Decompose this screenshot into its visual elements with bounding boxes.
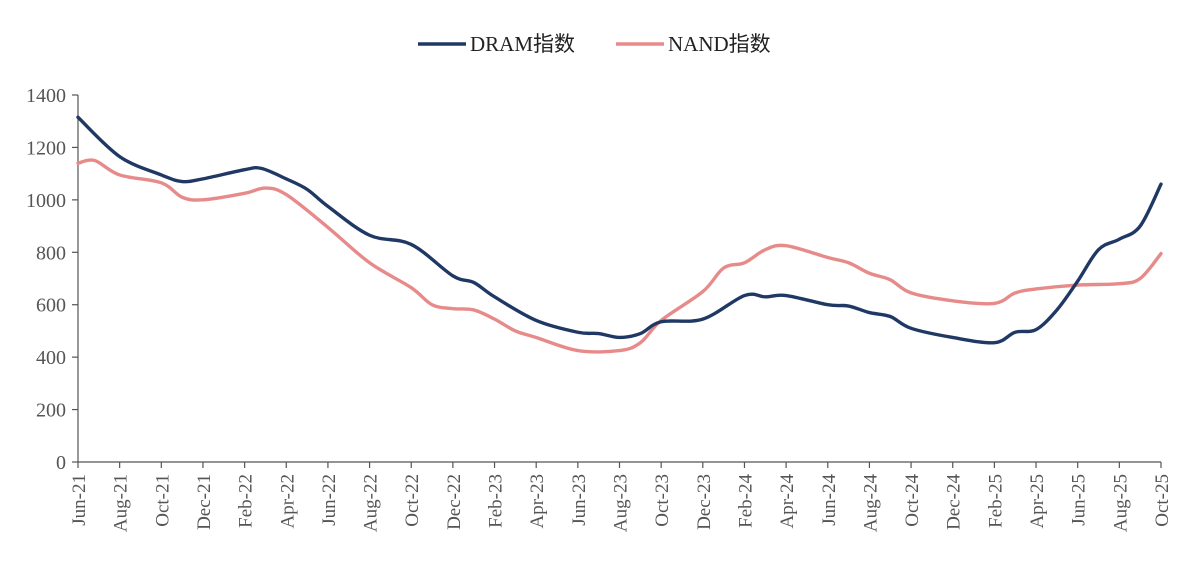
x-tick-label: Aug-22 [361, 474, 382, 532]
x-tick-label: Jun-23 [569, 474, 590, 526]
x-tick-label: Feb-22 [236, 474, 257, 528]
x-tick-label: Dec-21 [194, 474, 215, 530]
x-tick-label: Jun-22 [319, 474, 340, 526]
x-tick-label: Feb-23 [486, 474, 507, 528]
y-tick-label: 0 [56, 452, 66, 474]
axes: 0 200 400 600 800 1000 1200 1400 Jun-21 Aug-21 Oct… [26, 85, 1173, 532]
x-tick-label: Apr-23 [527, 474, 548, 529]
x-tick-label: Apr-25 [1027, 474, 1048, 529]
x-tick-label: Aug-23 [611, 474, 632, 532]
y-tick-label: 1000 [26, 190, 66, 212]
x-tick-label: Oct-21 [152, 474, 173, 527]
x-tick-label: Apr-22 [277, 474, 298, 529]
x-tick-label: Oct-24 [902, 474, 923, 527]
x-tick-label: Aug-25 [1110, 474, 1131, 532]
x-tick-label: Dec-23 [694, 474, 715, 530]
y-tick-label: 200 [36, 400, 66, 422]
x-tick-label: Oct-22 [402, 474, 423, 527]
x-tick-label: Feb-24 [735, 474, 756, 528]
series-group [76, 115, 1163, 354]
legend-label-nand: NAND指数 [668, 32, 771, 56]
x-tick-label: Oct-25 [1152, 474, 1173, 527]
x-tick-label: Dec-24 [944, 474, 965, 530]
x-tick-label: Apr-24 [777, 474, 798, 529]
y-tick-label: 1200 [26, 137, 66, 159]
legend-label-dram: DRAM指数 [470, 32, 575, 56]
series-line-nand [76, 158, 1163, 354]
x-tick-label: Dec-22 [444, 474, 465, 530]
x-tick-label: Aug-21 [111, 474, 132, 532]
legend: DRAM指数 NAND指数 [418, 32, 771, 56]
y-tick-label: 1400 [26, 85, 66, 107]
y-tick-label: 400 [36, 347, 66, 369]
x-tick-label: Aug-24 [860, 474, 881, 533]
x-tick-label: Oct-23 [652, 474, 673, 527]
series-line-dram [76, 115, 1163, 345]
x-tick-label: Jun-24 [819, 474, 840, 526]
x-tick-label: Feb-25 [985, 474, 1006, 528]
x-tick-label: Jun-25 [1069, 474, 1090, 526]
x-tick-label: Jun-21 [69, 474, 90, 526]
y-tick-label: 600 [36, 295, 66, 317]
y-tick-label: 800 [36, 242, 66, 264]
